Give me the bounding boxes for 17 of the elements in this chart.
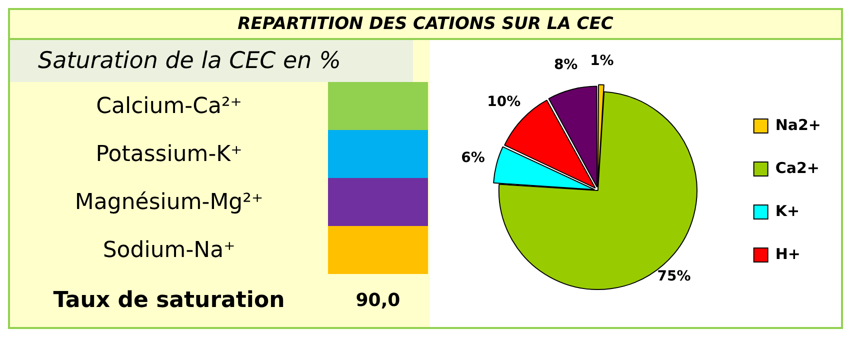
data-label: 1%: [590, 53, 614, 70]
data-label: 8%: [554, 57, 578, 74]
text: Potassium-K⁺: [96, 142, 242, 166]
text: 90,0: [356, 290, 400, 310]
text: Taux de saturation: [53, 288, 285, 312]
text: Saturation de la CEC en %: [38, 48, 341, 74]
legend-label: H+: [775, 244, 800, 263]
text: Sodium-Na⁺: [102, 238, 236, 262]
legend-label: Ca2+: [775, 158, 820, 177]
text: Magnésium-Mg²⁺: [74, 190, 264, 214]
data-label: 6%: [461, 150, 485, 166]
data-label: 75%: [657, 268, 691, 284]
legend-label: Na2+: [775, 116, 822, 134]
text: Calcium-Ca²⁺: [96, 94, 242, 118]
legend-label: K+: [775, 202, 800, 220]
data-label: 10%: [487, 94, 521, 110]
chart-title: REPARTITION DES CATIONS SUR LA CEC: [238, 14, 614, 34]
